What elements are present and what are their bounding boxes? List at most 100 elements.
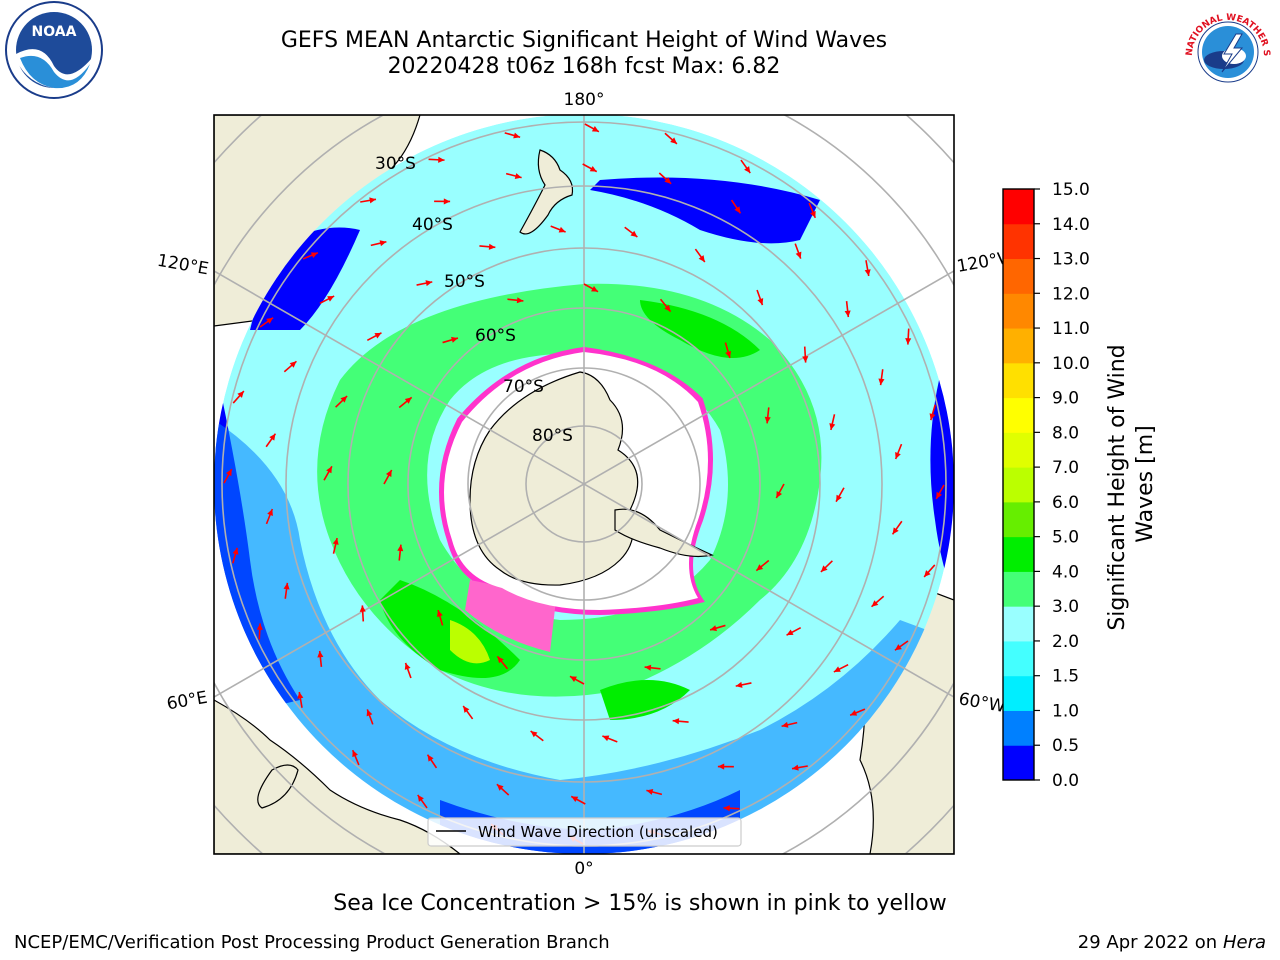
wind-wave-arrowhead bbox=[310, 252, 318, 258]
colorbar-tick-label: 1.5 bbox=[1052, 667, 1079, 687]
wind-wave-arrowhead bbox=[369, 197, 376, 204]
colorbar-swatch bbox=[1003, 710, 1034, 746]
wind-wave-arrowhead bbox=[894, 644, 902, 651]
wind-wave-arrowhead bbox=[283, 582, 290, 590]
colorbar-swatch bbox=[1003, 189, 1034, 225]
footer-date: 29 Apr 2022 on Hera bbox=[1078, 932, 1266, 953]
colorbar-tick-label: 11.0 bbox=[1052, 319, 1090, 339]
wind-wave-arrowhead bbox=[698, 255, 705, 263]
wind-wave-arrowhead bbox=[374, 332, 382, 339]
colorbar-tick-label: 2.0 bbox=[1052, 632, 1079, 652]
wind-wave-arrowhead bbox=[359, 605, 366, 612]
wind-wave-arrowhead bbox=[569, 676, 577, 683]
lat-label-60s: 60°S bbox=[475, 326, 516, 346]
wind-wave-arrowhead bbox=[864, 269, 871, 276]
wave-band-peak-north bbox=[640, 300, 760, 358]
map-frame bbox=[213, 114, 955, 855]
wind-wave-arrowhead bbox=[591, 126, 599, 132]
wind-wave-arrowhead bbox=[427, 754, 434, 762]
colorbar-tick-label: 12.0 bbox=[1052, 284, 1090, 304]
wind-wave-arrowhead bbox=[844, 310, 851, 318]
wind-wave-arrowhead bbox=[802, 356, 809, 363]
wind-wave-arrowhead bbox=[488, 243, 496, 250]
wind-wave-arrowhead bbox=[436, 610, 443, 617]
colorbar-tick-label: 0.5 bbox=[1052, 736, 1079, 756]
sea-ice-note: Sea Ice Concentration > 15% is shown in … bbox=[333, 891, 947, 916]
colorbar-tick-label: 5.0 bbox=[1052, 528, 1079, 548]
colorbar-swatch bbox=[1003, 293, 1034, 329]
wind-wave-arrowhead bbox=[764, 416, 771, 424]
lat-label-30s: 30°S bbox=[375, 154, 416, 174]
wind-wave-arrowhead bbox=[232, 547, 239, 555]
colorbar-tick-label: 4.0 bbox=[1052, 562, 1079, 582]
colorbar-swatch bbox=[1003, 675, 1034, 711]
wind-wave-arrowhead bbox=[591, 285, 599, 292]
wind-wave-arrowhead bbox=[936, 491, 942, 499]
wind-wave-arrowhead bbox=[892, 527, 899, 535]
land-antarctica bbox=[469, 371, 639, 586]
wave-band-low-north bbox=[590, 177, 820, 244]
noaa-logo-text: NOAA bbox=[32, 24, 77, 40]
colorbar-swatch bbox=[1003, 571, 1034, 607]
wind-wave-arrowhead bbox=[237, 391, 244, 398]
footer-credit: NCEP/EMC/Verification Post Processing Pr… bbox=[14, 932, 610, 953]
colorbar-swatches bbox=[1003, 189, 1034, 781]
wind-wave-arrowhead bbox=[317, 650, 324, 658]
lat-label-80s: 80°S bbox=[532, 426, 573, 446]
colorbar-swatch bbox=[1003, 745, 1034, 781]
wind-wave-arrowhead bbox=[725, 351, 732, 358]
wind-wave-arrowhead bbox=[734, 206, 741, 214]
wind-wave-arrowhead bbox=[558, 226, 566, 233]
wind-wave-arrowhead bbox=[397, 544, 404, 552]
wind-wave-arrowhead bbox=[646, 788, 654, 795]
wind-wave-arrowhead bbox=[463, 705, 470, 713]
colorbar-tick-label: 10.0 bbox=[1052, 354, 1090, 374]
colorbar-swatch bbox=[1003, 397, 1034, 433]
colorbar-swatch bbox=[1003, 362, 1034, 399]
colorbar-tick-label: 13.0 bbox=[1052, 250, 1090, 270]
colorbar-swatch bbox=[1003, 258, 1034, 294]
wind-wave-arrowhead bbox=[497, 656, 504, 664]
colorbar-swatch bbox=[1003, 328, 1034, 364]
chart-subtitle: 20220428 t06z 168h fcst Max: 6.82 bbox=[387, 54, 781, 79]
wind-wave-arrowhead bbox=[266, 317, 274, 324]
wind-wave-arrowhead bbox=[717, 763, 725, 770]
wind-wave-arrowhead bbox=[781, 721, 789, 728]
colorbar-swatch bbox=[1003, 536, 1034, 572]
wind-wave-arrowhead bbox=[820, 565, 828, 572]
wind-wave-arrowhead bbox=[829, 423, 836, 430]
land-new-zealand bbox=[519, 149, 574, 235]
wind-wave-arrowhead bbox=[672, 718, 680, 725]
wind-wave-arrowhead bbox=[256, 623, 263, 630]
wind-wave-arrowhead bbox=[602, 735, 610, 742]
wind-wave-arrowhead bbox=[744, 166, 751, 174]
wind-wave-arrowhead bbox=[833, 666, 841, 672]
wind-wave-arrowhead bbox=[438, 156, 445, 163]
wind-wave-arrowhead bbox=[451, 336, 458, 343]
wind-wave-arrowhead bbox=[905, 338, 912, 345]
wind-wave-arrowhead bbox=[776, 491, 783, 499]
wave-band-peak-south bbox=[600, 680, 690, 720]
colorbar-tick-label: 9.0 bbox=[1052, 389, 1079, 409]
wind-wave-arrowhead bbox=[664, 177, 672, 184]
wind-wave-arrowhead bbox=[340, 396, 348, 403]
sea-ice-edge bbox=[439, 346, 713, 616]
colorbar-tick-label: 3.0 bbox=[1052, 597, 1079, 617]
wind-wave-arrowhead bbox=[516, 297, 524, 304]
wave-band-peak-yellow bbox=[450, 620, 490, 664]
colorbar-tick-label: 1.0 bbox=[1052, 701, 1079, 721]
wind-wave-arrowhead bbox=[496, 784, 504, 791]
chart-title: GEFS MEAN Antarctic Significant Height o… bbox=[280, 28, 888, 53]
wind-wave-arrowhead bbox=[589, 165, 597, 172]
colorbar-swatch bbox=[1003, 432, 1034, 468]
nws-logo: NATIONAL WEATHER SERVICE bbox=[1176, 0, 1276, 98]
colorbar-label-line2: Waves [m] bbox=[1133, 425, 1158, 542]
lon-line-120e-60w bbox=[214, 270, 954, 698]
wind-wave-arrowhead bbox=[670, 137, 677, 144]
wave-band-mid-1 bbox=[214, 420, 954, 854]
land-madagascar bbox=[257, 764, 299, 809]
wind-wave-arrowhead bbox=[735, 681, 743, 688]
colorbar-tick-label: 8.0 bbox=[1052, 423, 1079, 443]
colorbar-tick-label: 14.0 bbox=[1052, 215, 1090, 235]
